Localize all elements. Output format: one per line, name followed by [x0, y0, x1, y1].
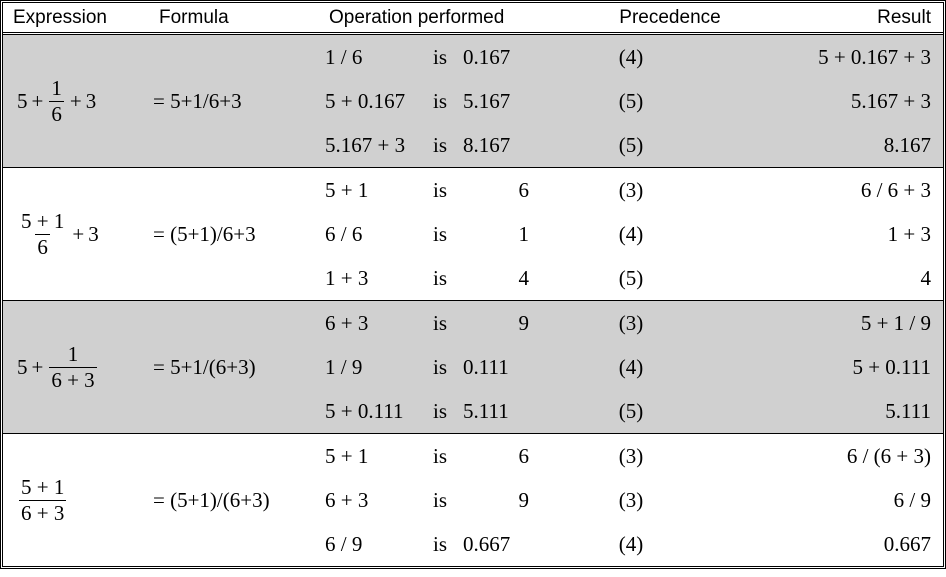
result-cell: 8.167 [693, 133, 943, 158]
table-row: 6 + 3is9(3)5 + 1 / 9 [323, 301, 943, 345]
header-operation: Operation performed [323, 3, 588, 33]
rows-cell: 5 + 1is6(3)6 / 6 + 36 / 6is1(4)1 + 31 + … [323, 168, 943, 300]
operation-is: is [433, 311, 463, 336]
operation-left: 5.167 + 3 [323, 133, 433, 158]
table-row: 6 + 3is9(3)6 / 9 [323, 478, 943, 522]
operation-is: is [433, 355, 463, 380]
operation-right: 5.167 [463, 89, 533, 114]
header-formula: Formula [153, 3, 323, 33]
operation-left: 1 / 6 [323, 45, 433, 70]
result-cell: 0.667 [693, 532, 943, 557]
operation-right: 6 [463, 444, 533, 469]
table-row: 6 / 9is0.667(4)0.667 [323, 522, 943, 566]
result-cell: 1 + 3 [693, 222, 943, 247]
precedence-cell: (3) [533, 311, 693, 336]
header-result: Result [758, 3, 943, 33]
operation-is: is [433, 399, 463, 424]
rows-cell: 5 + 1is6(3)6 / (6 + 3)6 + 3is9(3)6 / 96 … [323, 434, 943, 566]
table-row: 1 / 6is0.167(4)5 + 0.167 + 3 [323, 35, 943, 79]
table-row: 5 + 0.111is5.111(5)5.111 [323, 389, 943, 433]
header-precedence: Precedence [588, 3, 758, 33]
operation-right: 1 [463, 222, 533, 247]
result-cell: 6 / 9 [693, 488, 943, 513]
operation-left: 5 + 0.167 [323, 89, 433, 114]
operation-left: 6 + 3 [323, 311, 433, 336]
operation-right: 5.111 [463, 399, 533, 424]
table-row: 1 + 3is4(5)4 [323, 256, 943, 300]
table-row: 5 + 1is6(3)6 / (6 + 3) [323, 434, 943, 478]
operation-left: 5 + 0.111 [323, 399, 433, 424]
operation-is: is [433, 266, 463, 291]
operation-is: is [433, 89, 463, 114]
formula-cell: = (5+1)/(6+3) [153, 434, 323, 566]
expression-cell: 5+16+3 [3, 35, 153, 167]
table-row: 5.167 + 3is8.167(5)8.167 [323, 123, 943, 167]
table-row: 1 / 9is0.111(4)5 + 0.111 [323, 345, 943, 389]
operation-left: 6 / 9 [323, 532, 433, 557]
precedence-cell: (3) [533, 488, 693, 513]
operation-right: 6 [463, 178, 533, 203]
operation-right: 9 [463, 311, 533, 336]
operation-is: is [433, 532, 463, 557]
precedence-cell: (4) [533, 222, 693, 247]
precedence-cell: (3) [533, 444, 693, 469]
operation-left: 1 / 9 [323, 355, 433, 380]
precedence-cell: (4) [533, 355, 693, 380]
header-expression: Expression [3, 3, 153, 33]
table-row: 5 + 1is6(3)6 / 6 + 3 [323, 168, 943, 212]
operation-is: is [433, 222, 463, 247]
operation-left: 1 + 3 [323, 266, 433, 291]
operation-right: 8.167 [463, 133, 533, 158]
result-cell: 5 + 1 / 9 [693, 311, 943, 336]
formula-cell: = 5+1/6+3 [153, 35, 323, 167]
operation-is: is [433, 488, 463, 513]
precedence-cell: (3) [533, 178, 693, 203]
operation-right: 0.167 [463, 45, 533, 70]
operation-right: 0.111 [463, 355, 533, 380]
result-cell: 6 / (6 + 3) [693, 444, 943, 469]
result-cell: 5.111 [693, 399, 943, 424]
operation-left: 6 / 6 [323, 222, 433, 247]
rows-cell: 1 / 6is0.167(4)5 + 0.167 + 35 + 0.167is5… [323, 35, 943, 167]
table-group: 5 + 16 + 3= (5+1)/(6+3)5 + 1is6(3)6 / (6… [3, 434, 943, 566]
formula-cell: = (5+1)/6+3 [153, 168, 323, 300]
precedence-cell: (5) [533, 133, 693, 158]
operation-left: 5 + 1 [323, 444, 433, 469]
table-group: 5+16+3= 5+1/6+31 / 6is0.167(4)5 + 0.167 … [3, 35, 943, 168]
operation-right: 4 [463, 266, 533, 291]
table-body: 5+16+3= 5+1/6+31 / 6is0.167(4)5 + 0.167 … [3, 35, 943, 566]
operation-right: 0.667 [463, 532, 533, 557]
operation-is: is [433, 133, 463, 158]
precedence-cell: (4) [533, 532, 693, 557]
table-group: 5 + 16+3= (5+1)/6+35 + 1is6(3)6 / 6 + 36… [3, 168, 943, 301]
table-header: Expression Formula Operation performed P… [3, 3, 943, 35]
expression-cell: 5+16 + 3 [3, 301, 153, 433]
operation-is: is [433, 178, 463, 203]
expression-cell: 5 + 16+3 [3, 168, 153, 300]
result-cell: 4 [693, 266, 943, 291]
rows-cell: 6 + 3is9(3)5 + 1 / 91 / 9is0.111(4)5 + 0… [323, 301, 943, 433]
operation-right: 9 [463, 488, 533, 513]
table-row: 5 + 0.167is5.167(5)5.167 + 3 [323, 79, 943, 123]
operation-left: 6 + 3 [323, 488, 433, 513]
precedence-cell: (5) [533, 89, 693, 114]
formula-cell: = 5+1/(6+3) [153, 301, 323, 433]
precedence-table: Expression Formula Operation performed P… [0, 0, 946, 569]
table-row: 6 / 6is1(4)1 + 3 [323, 212, 943, 256]
result-cell: 5.167 + 3 [693, 89, 943, 114]
expression-cell: 5 + 16 + 3 [3, 434, 153, 566]
precedence-cell: (5) [533, 266, 693, 291]
result-cell: 6 / 6 + 3 [693, 178, 943, 203]
precedence-cell: (4) [533, 45, 693, 70]
table-group: 5+16 + 3= 5+1/(6+3)6 + 3is9(3)5 + 1 / 91… [3, 301, 943, 434]
result-cell: 5 + 0.167 + 3 [693, 45, 943, 70]
operation-is: is [433, 444, 463, 469]
result-cell: 5 + 0.111 [693, 355, 943, 380]
precedence-cell: (5) [533, 399, 693, 424]
operation-left: 5 + 1 [323, 178, 433, 203]
operation-is: is [433, 45, 463, 70]
